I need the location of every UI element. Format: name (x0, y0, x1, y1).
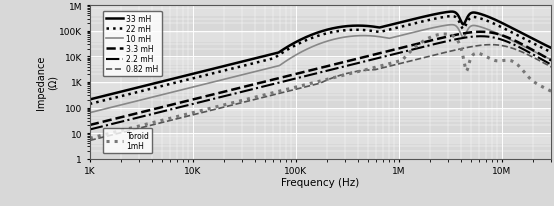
3.3 mH (86, 124, 93, 127)
10 mH (539, 55, 546, 57)
10 mH (548, 59, 554, 62)
10 mH (448, 24, 455, 27)
2.2 mH (284, 80, 290, 82)
22 mH (139, 90, 146, 93)
0.82 mH (488, 44, 494, 47)
X-axis label: Frequency (Hz): Frequency (Hz) (281, 177, 360, 187)
Line: 2.2 mH: 2.2 mH (90, 37, 551, 130)
22 mH (539, 47, 546, 50)
3.3 mH (478, 31, 484, 34)
Y-axis label: Impedance
(Ω): Impedance (Ω) (36, 55, 58, 110)
Line: 22 mH: 22 mH (90, 17, 551, 104)
0.82 mH (489, 44, 496, 47)
Legend: Toroid
1mH: Toroid 1mH (103, 128, 152, 153)
3.3 mH (166, 104, 173, 107)
2.2 mH (263, 85, 270, 87)
33 mH (139, 86, 146, 88)
10 mH (284, 60, 290, 62)
22 mH (548, 52, 554, 54)
22 mH (86, 103, 93, 106)
33 mH (539, 43, 546, 46)
33 mH (86, 99, 93, 101)
0.82 mH (548, 66, 554, 69)
10 mH (86, 112, 93, 114)
0.82 mH (139, 126, 146, 129)
22 mH (166, 83, 173, 86)
2.2 mH (86, 129, 93, 131)
2.2 mH (139, 116, 146, 118)
2.2 mH (548, 64, 554, 67)
0.82 mH (86, 139, 93, 142)
10 mH (263, 68, 270, 71)
22 mH (284, 50, 290, 52)
22 mH (448, 16, 455, 18)
3.3 mH (539, 55, 546, 57)
10 mH (489, 31, 496, 33)
33 mH (166, 79, 173, 81)
2.2 mH (166, 109, 173, 111)
22 mH (489, 23, 496, 25)
2.2 mH (539, 59, 546, 62)
0.82 mH (539, 62, 546, 64)
3.3 mH (139, 111, 146, 114)
3.3 mH (548, 60, 554, 62)
3.3 mH (263, 81, 270, 83)
33 mH (263, 55, 270, 57)
Line: 33 mH: 33 mH (90, 13, 551, 100)
0.82 mH (284, 91, 290, 93)
0.82 mH (166, 120, 173, 122)
2.2 mH (489, 37, 496, 39)
10 mH (139, 99, 146, 101)
3.3 mH (489, 32, 496, 35)
10 mH (166, 92, 173, 95)
Line: 3.3 mH: 3.3 mH (90, 33, 551, 125)
33 mH (548, 47, 554, 50)
Line: 10 mH: 10 mH (90, 26, 551, 113)
33 mH (284, 47, 290, 49)
33 mH (448, 11, 455, 14)
2.2 mH (478, 36, 484, 38)
0.82 mH (263, 96, 270, 98)
22 mH (263, 60, 270, 62)
33 mH (489, 18, 496, 21)
Line: 0.82 mH: 0.82 mH (90, 46, 551, 141)
3.3 mH (284, 76, 290, 78)
